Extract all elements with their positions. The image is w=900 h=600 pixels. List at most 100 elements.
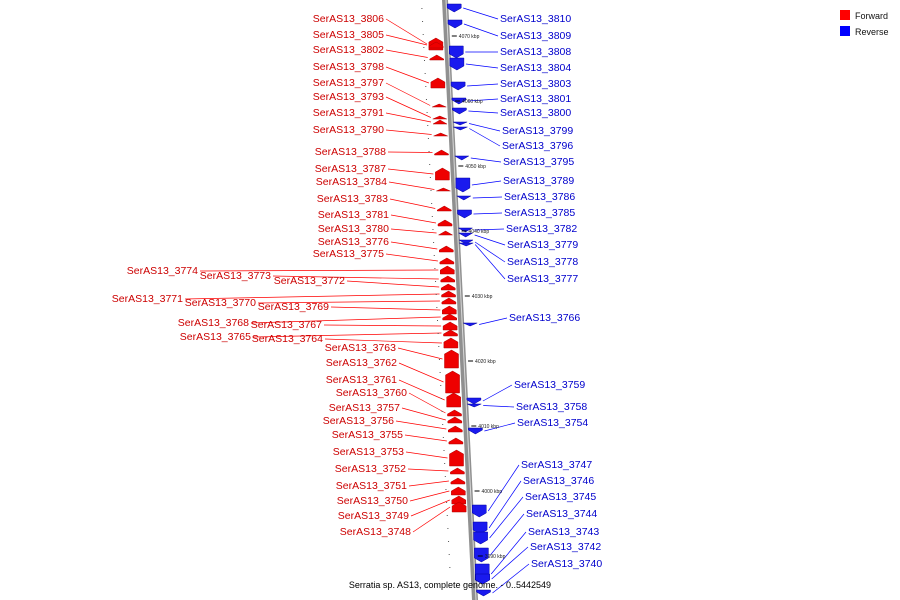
gene-label-seras13-3786[interactable]: SerAS13_3786 bbox=[504, 191, 575, 203]
gene-label-seras13-3795[interactable]: SerAS13_3795 bbox=[503, 156, 574, 168]
gene-label-seras13-3753[interactable]: SerAS13_3753 bbox=[333, 446, 404, 458]
gene-seras13-3804[interactable] bbox=[449, 57, 465, 71]
gene-seras13-3798[interactable] bbox=[430, 77, 446, 89]
gene-seras13-3755[interactable] bbox=[448, 437, 464, 445]
gene-label-seras13-3777[interactable]: SerAS13_3777 bbox=[507, 273, 578, 285]
gene-label-seras13-3779[interactable]: SerAS13_3779 bbox=[507, 239, 578, 251]
gene-seras13-3752[interactable] bbox=[450, 467, 465, 475]
gene-label-seras13-3783[interactable]: SerAS13_3783 bbox=[317, 193, 388, 205]
gene-seras13-3781[interactable] bbox=[437, 219, 453, 227]
gene-seras13-3800[interactable] bbox=[452, 107, 467, 115]
gene-seras13-3745[interactable] bbox=[473, 531, 488, 545]
gene-seras13-3772[interactable] bbox=[440, 283, 456, 291]
gene-label-seras13-3746[interactable]: SerAS13_3746 bbox=[523, 475, 594, 487]
gene-label-seras13-3763[interactable]: SerAS13_3763 bbox=[325, 342, 396, 354]
gene-seras13-3774[interactable] bbox=[440, 265, 455, 275]
gene-label-seras13-3785[interactable]: SerAS13_3785 bbox=[504, 207, 575, 219]
gene-seras13-3777[interactable] bbox=[459, 242, 474, 247]
gene-label-seras13-3772[interactable]: SerAS13_3772 bbox=[274, 275, 345, 287]
gene-label-seras13-3758[interactable]: SerAS13_3758 bbox=[516, 401, 587, 413]
gene-label-seras13-3740[interactable]: SerAS13_3740 bbox=[531, 558, 602, 570]
gene-label-seras13-3751[interactable]: SerAS13_3751 bbox=[336, 480, 407, 492]
gene-label-seras13-3771[interactable]: SerAS13_3771 bbox=[112, 293, 183, 305]
gene-seras13-3771[interactable] bbox=[441, 290, 456, 298]
gene-label-seras13-3744[interactable]: SerAS13_3744 bbox=[526, 508, 597, 520]
gene-seras13-3796[interactable] bbox=[453, 126, 468, 131]
gene-seras13-3779[interactable] bbox=[457, 232, 474, 238]
gene-label-seras13-3769[interactable]: SerAS13_3769 bbox=[258, 301, 329, 313]
gene-label-seras13-3793[interactable]: SerAS13_3793 bbox=[313, 91, 384, 103]
gene-label-seras13-3778[interactable]: SerAS13_3778 bbox=[507, 256, 578, 268]
gene-label-seras13-3798[interactable]: SerAS13_3798 bbox=[313, 61, 384, 73]
gene-seras13-3765[interactable] bbox=[443, 329, 458, 337]
gene-label-seras13-3774[interactable]: SerAS13_3774 bbox=[127, 265, 198, 277]
gene-label-seras13-3747[interactable]: SerAS13_3747 bbox=[521, 459, 592, 471]
gene-seras13-3808[interactable] bbox=[449, 45, 464, 59]
gene-seras13-3799[interactable] bbox=[453, 121, 468, 126]
gene-label-seras13-3801[interactable]: SerAS13_3801 bbox=[500, 93, 571, 105]
gene-seras13-3754[interactable] bbox=[468, 427, 483, 435]
gene-seras13-3788[interactable] bbox=[434, 149, 449, 156]
gene-seras13-3747[interactable] bbox=[472, 504, 487, 518]
gene-seras13-3762[interactable] bbox=[445, 370, 460, 394]
gene-label-seras13-3742[interactable]: SerAS13_3742 bbox=[530, 541, 601, 553]
gene-label-seras13-3762[interactable]: SerAS13_3762 bbox=[326, 357, 397, 369]
gene-seras13-3785[interactable] bbox=[457, 209, 472, 219]
gene-seras13-3744[interactable] bbox=[474, 547, 489, 563]
gene-label-seras13-3748[interactable]: SerAS13_3748 bbox=[340, 526, 411, 538]
gene-label-seras13-3743[interactable]: SerAS13_3743 bbox=[528, 526, 599, 538]
gene-label-seras13-3789[interactable]: SerAS13_3789 bbox=[503, 175, 574, 187]
gene-seras13-3789[interactable] bbox=[455, 177, 471, 193]
gene-seras13-3780[interactable] bbox=[437, 230, 454, 236]
gene-label-seras13-3759[interactable]: SerAS13_3759 bbox=[514, 379, 585, 391]
gene-label-seras13-3767[interactable]: SerAS13_3767 bbox=[251, 319, 322, 331]
gene-label-seras13-3810[interactable]: SerAS13_3810 bbox=[500, 13, 571, 25]
gene-label-seras13-3791[interactable]: SerAS13_3791 bbox=[313, 107, 384, 119]
gene-seras13-3795[interactable] bbox=[453, 155, 470, 161]
gene-label-seras13-3800[interactable]: SerAS13_3800 bbox=[500, 107, 571, 119]
gene-label-seras13-3809[interactable]: SerAS13_3809 bbox=[500, 30, 571, 42]
gene-seras13-3768[interactable] bbox=[442, 313, 457, 321]
gene-label-seras13-3806[interactable]: SerAS13_3806 bbox=[313, 13, 384, 25]
gene-seras13-3740[interactable] bbox=[476, 589, 491, 597]
gene-seras13-3809[interactable] bbox=[447, 19, 463, 29]
gene-label-seras13-3764[interactable]: SerAS13_3764 bbox=[252, 333, 323, 345]
gene-seras13-3742[interactable] bbox=[475, 573, 490, 585]
gene-seras13-3786[interactable] bbox=[455, 195, 472, 201]
gene-label-seras13-3782[interactable]: SerAS13_3782 bbox=[506, 223, 577, 235]
gene-label-seras13-3802[interactable]: SerAS13_3802 bbox=[313, 44, 384, 56]
gene-seras13-3784[interactable] bbox=[436, 187, 451, 192]
gene-seras13-3767[interactable] bbox=[442, 321, 458, 331]
gene-seras13-3764[interactable] bbox=[443, 337, 459, 349]
gene-seras13-3791[interactable] bbox=[432, 119, 448, 125]
gene-seras13-3750[interactable] bbox=[451, 486, 466, 496]
gene-seras13-3761[interactable] bbox=[446, 392, 461, 408]
gene-seras13-3810[interactable] bbox=[446, 3, 462, 13]
gene-seras13-3797[interactable] bbox=[432, 103, 447, 108]
gene-seras13-3783[interactable] bbox=[437, 205, 452, 212]
gene-seras13-3775[interactable] bbox=[439, 257, 455, 265]
gene-seras13-3766[interactable] bbox=[463, 322, 478, 327]
gene-seras13-3753[interactable] bbox=[449, 449, 464, 467]
gene-label-seras13-3749[interactable]: SerAS13_3749 bbox=[338, 510, 409, 522]
gene-seras13-3757[interactable] bbox=[447, 416, 463, 424]
gene-seras13-3776[interactable] bbox=[439, 245, 454, 253]
gene-seras13-3749[interactable] bbox=[451, 495, 467, 505]
gene-seras13-3759[interactable] bbox=[466, 397, 482, 405]
gene-label-seras13-3803[interactable]: SerAS13_3803 bbox=[500, 78, 571, 90]
gene-seras13-3773[interactable] bbox=[440, 275, 456, 283]
gene-seras13-3770[interactable] bbox=[441, 297, 457, 305]
gene-seras13-3769[interactable] bbox=[442, 305, 457, 315]
gene-label-seras13-3790[interactable]: SerAS13_3790 bbox=[313, 124, 384, 136]
gene-label-seras13-3766[interactable]: SerAS13_3766 bbox=[509, 312, 580, 324]
gene-label-seras13-3765[interactable]: SerAS13_3765 bbox=[180, 331, 251, 343]
gene-label-seras13-3784[interactable]: SerAS13_3784 bbox=[316, 176, 387, 188]
gene-label-seras13-3808[interactable]: SerAS13_3808 bbox=[500, 46, 571, 58]
gene-label-seras13-3757[interactable]: SerAS13_3757 bbox=[329, 402, 400, 414]
gene-label-seras13-3754[interactable]: SerAS13_3754 bbox=[517, 417, 588, 429]
gene-seras13-3751[interactable] bbox=[450, 477, 466, 485]
gene-label-seras13-3780[interactable]: SerAS13_3780 bbox=[318, 223, 389, 235]
gene-seras13-3760[interactable] bbox=[447, 409, 462, 417]
gene-seras13-3802[interactable] bbox=[429, 54, 444, 61]
gene-label-seras13-3752[interactable]: SerAS13_3752 bbox=[335, 463, 406, 475]
